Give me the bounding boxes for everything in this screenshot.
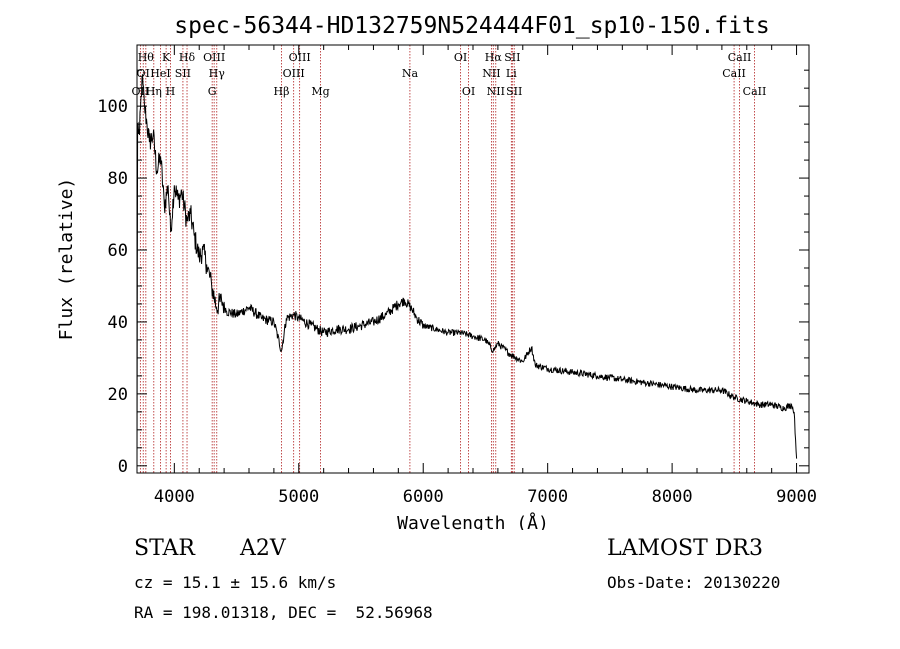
y-axis-label: Flux (relative) — [56, 178, 77, 341]
spectral-line-label: Na — [402, 67, 419, 80]
spectral-line-label: SII — [506, 85, 522, 98]
y-tick-label: 60 — [108, 241, 128, 261]
plot-frame — [136, 44, 810, 474]
y-tick-label: 0 — [118, 457, 128, 477]
spectral-line-label: OIII — [203, 51, 225, 64]
y-axis-ticks: 0 20 40 60 80 100 — [97, 69, 809, 477]
spectral-line-label: OIII — [289, 51, 311, 64]
y-tick-label: 20 — [108, 385, 128, 405]
redshift-cz: cz = 15.1 ± 15.6 km/s — [134, 573, 337, 592]
ra-dec-coordinates: RA = 198.01318, DEC = 52.56968 — [134, 603, 433, 622]
spectral-line-label: Hη — [146, 85, 162, 98]
spectral-line-label: G — [208, 85, 217, 98]
spectral-line-label: Hδ — [179, 51, 196, 64]
spectral-line-label: H — [166, 85, 176, 98]
chart-title: spec-56344-HD132759N524444F01_sp10-150.f… — [174, 13, 769, 39]
spectral-line-label: Li — [506, 67, 517, 80]
spectral-line-label: OII — [132, 85, 150, 98]
y-tick-label: 40 — [108, 313, 128, 333]
spectral-line-label: HeI — [150, 67, 170, 80]
x-axis-ticks: 4000 5000 6000 7000 8000 9000 — [154, 45, 817, 507]
y-tick-label: 100 — [97, 97, 128, 117]
x-tick-label: 4000 — [154, 487, 195, 507]
spectrum-chart: spec-56344-HD132759N524444F01_sp10-150.f… — [56, 13, 817, 530]
spectrum-line — [136, 74, 798, 466]
spectral-line-label: OI — [462, 85, 475, 98]
spectral-line-label: SII — [175, 67, 191, 80]
spectral-line-label: Hθ — [138, 51, 155, 64]
spectral-line-label: OIII — [283, 67, 305, 80]
spectral-line-label: CaII — [722, 67, 746, 80]
x-tick-label: 5000 — [278, 487, 319, 507]
spectral-class: A2V — [240, 536, 286, 561]
spectral-line-markers — [139, 45, 755, 473]
spectral-line-label: CaII — [743, 85, 767, 98]
spectral-line-label: NII — [482, 67, 500, 80]
spectral-line-label: Hα — [485, 51, 503, 64]
x-axis-label: Wavelength (Å) — [397, 512, 549, 530]
spectral-line-label: CaII — [728, 51, 752, 64]
observation-date: Obs-Date: 20130220 — [607, 573, 781, 592]
spectral-line-label: Mg — [311, 85, 329, 98]
spectral-line-label: K — [162, 51, 171, 64]
spectral-line-labels: OII OI Hθ Hη HeI K H SII Hδ G OIII Hγ Hβ OIII OIII Mg Na… — [132, 51, 767, 98]
x-tick-label: 9000 — [776, 487, 817, 507]
spectral-line-label: NII — [487, 85, 505, 98]
spectral-line-label: Hβ — [274, 85, 290, 98]
spectral-line-label: OI — [454, 51, 467, 64]
x-tick-label: 7000 — [527, 487, 568, 507]
y-tick-label: 80 — [108, 169, 128, 189]
spectral-line-label: SII — [504, 51, 520, 64]
spectral-line-label: Hγ — [209, 67, 226, 80]
object-type: STAR — [134, 536, 195, 561]
x-tick-label: 8000 — [652, 487, 693, 507]
x-tick-label: 6000 — [403, 487, 444, 507]
survey-name: LAMOST DR3 — [607, 536, 763, 561]
spectral-line-label: OI — [137, 67, 150, 80]
